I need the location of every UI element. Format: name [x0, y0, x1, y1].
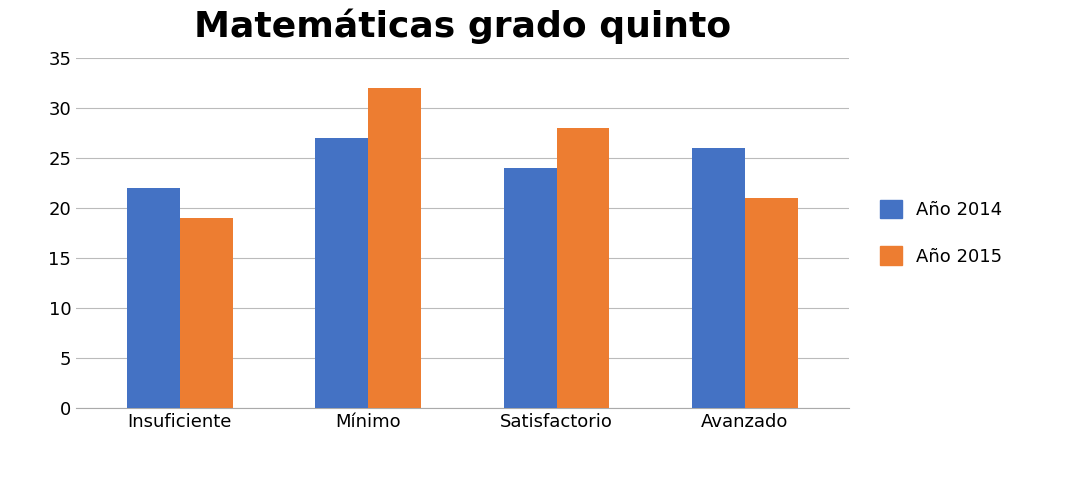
- Title: Matemáticas grado quinto: Matemáticas grado quinto: [194, 8, 731, 44]
- Bar: [692, 148, 745, 408]
- Bar: [180, 218, 233, 408]
- Bar: [127, 188, 180, 408]
- Bar: [745, 198, 798, 408]
- Bar: [504, 168, 557, 408]
- Legend: Año 2014, Año 2015: Año 2014, Año 2015: [873, 192, 1010, 273]
- Bar: [368, 88, 421, 408]
- Bar: [557, 128, 609, 408]
- Bar: [316, 138, 368, 408]
